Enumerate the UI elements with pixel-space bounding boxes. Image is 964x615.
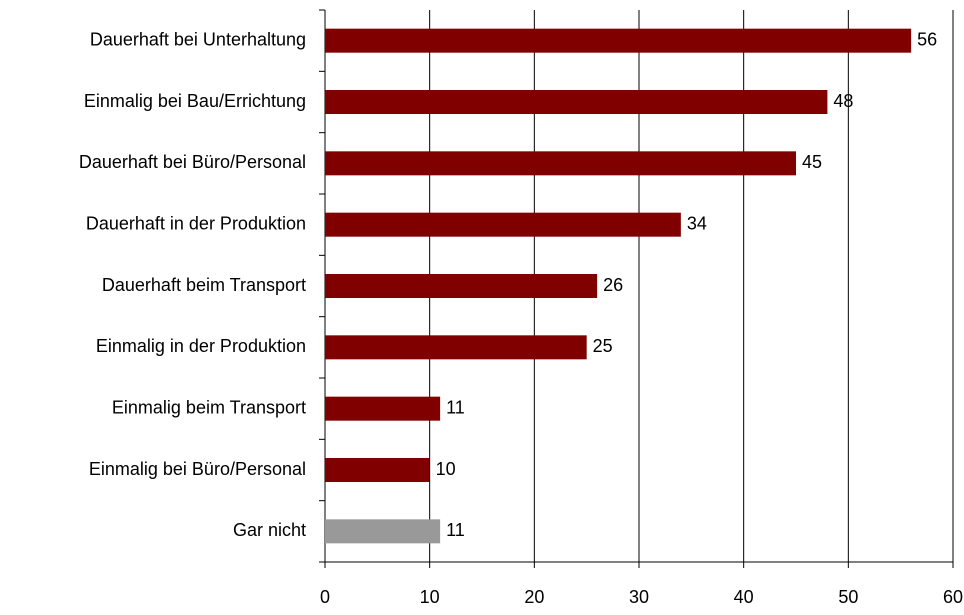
y-tick-label: Dauerhaft bei Büro/Personal — [79, 152, 306, 172]
value-label: 56 — [917, 29, 937, 49]
value-label: 34 — [687, 213, 707, 233]
y-tick-label: Einmalig beim Transport — [112, 397, 306, 417]
value-label: 26 — [603, 275, 623, 295]
bar — [325, 274, 598, 298]
value-label: 10 — [436, 459, 456, 479]
bar — [325, 28, 912, 53]
x-tick-label: 50 — [838, 587, 858, 607]
bar — [325, 458, 430, 482]
y-tick-label: Einmalig bei Büro/Personal — [89, 459, 306, 479]
x-tick-label: 20 — [524, 587, 544, 607]
bar — [325, 335, 587, 360]
x-tick-label: 60 — [943, 587, 963, 607]
bar — [325, 396, 441, 421]
y-tick-label: Dauerhaft in der Produktion — [86, 213, 306, 233]
y-tick-label: Dauerhaft bei Unterhaltung — [90, 29, 306, 49]
y-tick-label: Einmalig bei Bau/Errichtung — [84, 91, 306, 111]
bar — [325, 151, 796, 176]
value-label: 11 — [446, 397, 465, 417]
value-label: 25 — [593, 336, 613, 356]
value-label: 45 — [802, 152, 822, 172]
value-label: 11 — [446, 520, 465, 540]
y-tick-label: Einmalig in der Produktion — [96, 336, 306, 356]
x-tick-label: 0 — [320, 587, 330, 607]
x-tick-label: 10 — [420, 587, 440, 607]
bar — [325, 519, 441, 544]
value-label: 48 — [833, 91, 853, 111]
y-tick-label: Gar nicht — [233, 520, 306, 540]
y-tick-label: Dauerhaft beim Transport — [102, 275, 306, 295]
x-tick-label: 40 — [734, 587, 754, 607]
bar — [325, 90, 828, 114]
x-tick-label: 30 — [629, 587, 649, 607]
bar — [325, 212, 681, 237]
